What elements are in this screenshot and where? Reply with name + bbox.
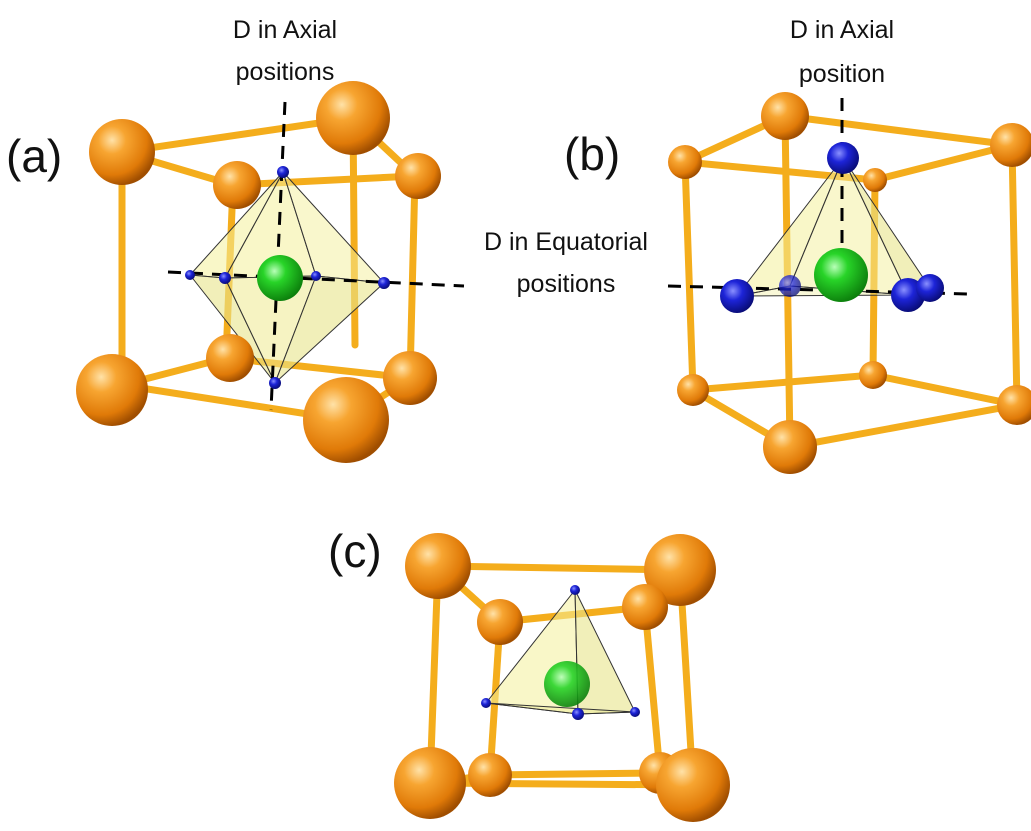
host-atom bbox=[477, 599, 523, 645]
deuterium-atom bbox=[779, 275, 801, 297]
panel-b: (b) D in Axial position bbox=[564, 16, 1031, 474]
host-atom bbox=[206, 334, 254, 382]
deuterium-atom bbox=[219, 272, 231, 284]
deuterium-atom bbox=[630, 707, 640, 717]
panel-a-equatorial-label-line2: positions bbox=[517, 270, 616, 298]
panel-b-label: (b) bbox=[564, 128, 620, 180]
panel-a-axial-label-line1: D in Axial bbox=[233, 16, 337, 44]
host-atom bbox=[644, 534, 716, 606]
host-atom bbox=[405, 533, 471, 599]
panel-b-axial-label-line1: D in Axial bbox=[790, 16, 894, 44]
deuterium-atom bbox=[269, 377, 281, 389]
deuterium-atom bbox=[827, 142, 859, 174]
host-atom bbox=[990, 123, 1031, 167]
host-atom bbox=[997, 385, 1031, 425]
panel-c-label: (c) bbox=[328, 525, 382, 577]
host-atom bbox=[89, 119, 155, 185]
deuterium-atom bbox=[572, 708, 584, 720]
host-atom bbox=[383, 351, 437, 405]
host-atom bbox=[656, 748, 730, 822]
host-atom bbox=[395, 153, 441, 199]
host-atom bbox=[316, 81, 390, 155]
deuterium-atom bbox=[311, 271, 321, 281]
host-atom bbox=[859, 361, 887, 389]
deuterium-atom bbox=[277, 166, 289, 178]
deuterium-atom bbox=[720, 279, 754, 313]
panel-c: (c) bbox=[328, 525, 730, 822]
interstitial-atom bbox=[544, 661, 590, 707]
host-atom bbox=[303, 377, 389, 463]
panel-a-equatorial-label-line1: D in Equatorial bbox=[484, 228, 648, 256]
host-atom bbox=[468, 753, 512, 797]
deuterium-atom bbox=[916, 274, 944, 302]
interstitial-atom bbox=[257, 255, 303, 301]
deuterium-atom bbox=[481, 698, 491, 708]
host-atom bbox=[668, 145, 702, 179]
host-atom bbox=[394, 747, 466, 819]
panel-b-atoms bbox=[668, 92, 1031, 474]
host-atom bbox=[763, 420, 817, 474]
panel-c-atoms bbox=[394, 533, 730, 822]
interstitial-atom bbox=[814, 248, 868, 302]
panel-a-label: (a) bbox=[6, 130, 62, 182]
host-atom bbox=[761, 92, 809, 140]
panel-a-octahedron bbox=[189, 171, 385, 384]
deuterium-atom bbox=[378, 277, 390, 289]
panel-a-atoms bbox=[76, 81, 441, 463]
deuterium-atom bbox=[570, 585, 580, 595]
host-atom bbox=[677, 374, 709, 406]
host-atom bbox=[76, 354, 148, 426]
panel-a: (a) D in Axial positions D in Equatorial… bbox=[6, 16, 648, 463]
panel-a-axial-label-line2: positions bbox=[236, 58, 335, 86]
host-atom bbox=[213, 161, 261, 209]
host-atom bbox=[622, 584, 668, 630]
deuterium-atom bbox=[185, 270, 195, 280]
panel-b-axial-label-line2: position bbox=[799, 60, 885, 88]
host-atom bbox=[863, 168, 887, 192]
